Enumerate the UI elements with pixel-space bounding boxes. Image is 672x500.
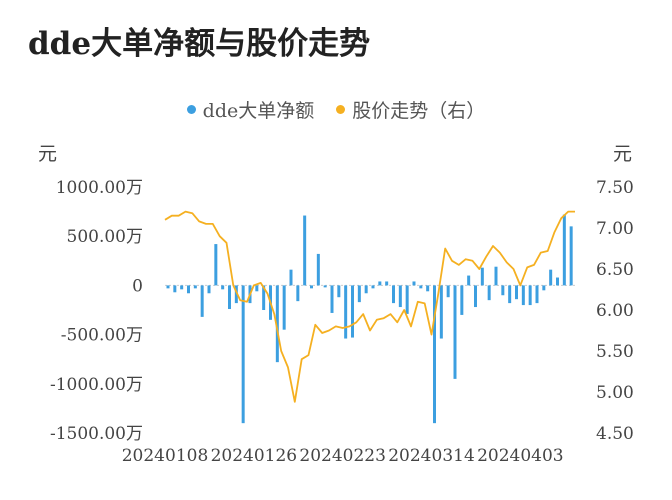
x-axis-tick: 20240314 bbox=[388, 446, 475, 466]
dde-bar bbox=[439, 285, 443, 339]
dde-bar bbox=[289, 269, 293, 286]
dde-bar bbox=[487, 285, 491, 301]
dde-bar bbox=[392, 285, 395, 304]
dde-bar bbox=[535, 285, 539, 304]
chart-title: dde大单净额与股价走势 bbox=[28, 26, 371, 62]
dde-bar bbox=[494, 266, 498, 286]
dde-bar bbox=[200, 285, 204, 317]
dde-bar bbox=[542, 285, 546, 291]
dde-bar bbox=[453, 285, 457, 379]
dde-bar bbox=[480, 267, 484, 286]
price-line bbox=[164, 210, 575, 403]
right-axis-tick: 4.50 bbox=[596, 424, 634, 444]
dde-bar bbox=[275, 285, 279, 363]
x-axis-tick: 20240223 bbox=[299, 446, 386, 466]
dde-bar bbox=[330, 285, 334, 313]
dde-bar bbox=[474, 285, 477, 308]
legend-label-price: 股价走势（右） bbox=[352, 100, 486, 122]
dde-bar bbox=[323, 285, 327, 288]
left-axis-tick: 500.00万 bbox=[67, 227, 143, 247]
right-axis-unit: 元 bbox=[613, 143, 632, 165]
dde-bar bbox=[296, 285, 300, 302]
dde-bar bbox=[515, 285, 518, 300]
dde-bar bbox=[508, 285, 512, 304]
dde-bar bbox=[344, 285, 348, 339]
dde-bar bbox=[241, 285, 245, 424]
left-axis-tick: -1000.00万 bbox=[50, 375, 143, 395]
x-axis-tick: 20240403 bbox=[477, 446, 564, 466]
dde-bar bbox=[501, 285, 505, 296]
dde-bar bbox=[262, 285, 266, 310]
dde-bar bbox=[528, 285, 532, 306]
dde-bar bbox=[228, 285, 231, 310]
dde-bar bbox=[433, 285, 436, 424]
left-axis-tick: 0 bbox=[132, 276, 143, 296]
left-axis-tick: -1500.00万 bbox=[50, 424, 143, 444]
legend-label-dde: dde大单净额 bbox=[202, 100, 315, 122]
right-axis-tick: 7.50 bbox=[596, 178, 634, 198]
left-axis-unit: 元 bbox=[38, 143, 57, 165]
dde-bar bbox=[303, 215, 307, 286]
dde-bar bbox=[187, 285, 190, 294]
left-axis-tick: 1000.00万 bbox=[56, 178, 143, 198]
dde-bar bbox=[467, 275, 471, 286]
dde-bar bbox=[460, 285, 464, 315]
dde-bar bbox=[405, 285, 409, 314]
dde-bar bbox=[310, 285, 313, 289]
dde-bar bbox=[255, 285, 259, 292]
right-axis-tick: 6.00 bbox=[596, 301, 634, 321]
dde-bar bbox=[282, 285, 286, 330]
dde-bar bbox=[385, 281, 389, 286]
right-axis-tick: 5.00 bbox=[596, 383, 634, 403]
dde-bar bbox=[166, 285, 170, 289]
legend-marker-price bbox=[336, 105, 346, 114]
x-axis-tick: 20240126 bbox=[211, 446, 298, 466]
dde-bar bbox=[549, 269, 553, 286]
legend-marker-dde bbox=[186, 105, 196, 114]
left-axis-tick: -500.00万 bbox=[61, 326, 143, 346]
legend-item-dde[interactable]: dde大单净额 bbox=[186, 96, 315, 123]
right-axis-tick: 5.50 bbox=[596, 342, 634, 362]
dde-bar bbox=[221, 285, 225, 290]
dde-bar bbox=[364, 285, 368, 294]
dde-bar bbox=[371, 285, 375, 289]
dde-bar bbox=[214, 244, 218, 286]
x-axis-tick: 20240108 bbox=[122, 446, 209, 466]
dde-bar bbox=[419, 285, 423, 289]
legend-item-price[interactable]: 股价走势（右） bbox=[336, 96, 485, 123]
dde-bar bbox=[337, 285, 341, 298]
dde-bar bbox=[562, 214, 566, 286]
dde-bar bbox=[521, 285, 525, 306]
dde-bar bbox=[173, 285, 177, 293]
dde-bar bbox=[378, 281, 382, 286]
dde-bar bbox=[234, 285, 238, 304]
dde-bar bbox=[207, 285, 211, 294]
legend: dde大单净额 股价走势（右） bbox=[0, 96, 672, 123]
dde-bar bbox=[556, 277, 559, 286]
dde-bar bbox=[412, 281, 416, 286]
right-axis-tick: 6.50 bbox=[596, 260, 634, 280]
dde-bar bbox=[357, 285, 361, 303]
dde-bar bbox=[193, 285, 197, 289]
dde-bar bbox=[398, 285, 402, 308]
dde-bar bbox=[316, 253, 320, 286]
dde-bar bbox=[351, 285, 354, 338]
dde-bar bbox=[180, 285, 184, 290]
dde-bar bbox=[426, 285, 430, 292]
dde-bar bbox=[446, 285, 450, 298]
dde-bar bbox=[569, 226, 573, 286]
right-axis-tick: 7.00 bbox=[596, 219, 634, 239]
